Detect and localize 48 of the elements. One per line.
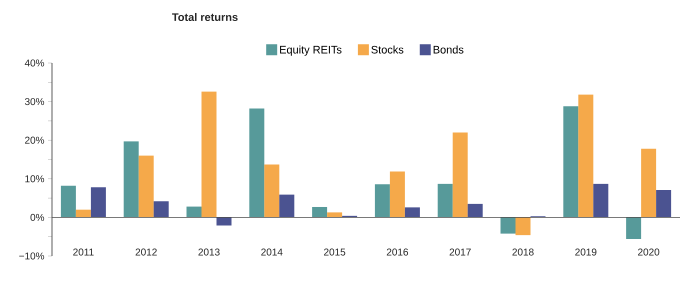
bar	[438, 184, 453, 218]
x-tick-label: 2016	[386, 248, 408, 256]
bar	[264, 164, 280, 218]
y-tick-label: 40%	[24, 59, 44, 67]
legend-label: Equity REITs	[280, 46, 342, 56]
bar	[279, 194, 294, 218]
bar	[641, 148, 656, 218]
x-tick-label: 2017	[450, 248, 471, 256]
bar	[593, 184, 608, 218]
bar	[312, 206, 328, 218]
bar	[202, 92, 217, 218]
bar	[578, 94, 594, 218]
y-tick-label: 10%	[25, 175, 44, 182]
bar	[124, 141, 139, 218]
x-tick-label: 2020	[638, 248, 660, 256]
y-tick-label: 0%	[30, 214, 44, 221]
bar	[216, 217, 232, 226]
bar	[468, 204, 483, 218]
bar	[90, 187, 106, 218]
x-tick-label: 2019	[575, 248, 596, 256]
x-tick-label: 2018	[512, 248, 534, 256]
bar	[154, 201, 169, 218]
y-tick-label: −10%	[19, 252, 44, 260]
bar	[60, 186, 76, 218]
bar	[516, 217, 531, 236]
bar	[327, 212, 342, 218]
x-tick-label: 2011	[73, 248, 94, 256]
bar	[563, 106, 578, 218]
legend-label: Bonds	[434, 46, 464, 54]
bar	[452, 132, 468, 218]
bar	[76, 210, 91, 218]
bar	[500, 217, 516, 234]
bar	[138, 156, 154, 218]
bar	[249, 108, 264, 218]
x-tick-label: 2015	[324, 248, 346, 256]
bar	[374, 184, 390, 218]
bar	[404, 207, 420, 218]
bar	[390, 171, 405, 218]
y-tick-label: 20%	[25, 136, 44, 144]
bar	[656, 190, 672, 218]
x-tick-label: 2014	[261, 248, 283, 256]
bar	[186, 206, 202, 218]
x-tick-label: 2013	[198, 248, 220, 256]
chart-title: Total returns	[172, 12, 238, 22]
legend-label: Stocks	[371, 46, 404, 54]
y-tick-label: 30%	[24, 98, 44, 106]
x-tick-label: 2012	[136, 248, 157, 256]
bar	[626, 217, 642, 240]
